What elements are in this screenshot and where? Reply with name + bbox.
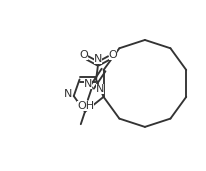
Text: N: N [83, 79, 92, 89]
Text: O: O [78, 50, 87, 60]
Text: N: N [94, 54, 102, 64]
Text: O: O [108, 50, 117, 60]
Text: N: N [63, 89, 72, 99]
Text: OH: OH [77, 101, 94, 111]
Text: N: N [96, 84, 104, 94]
